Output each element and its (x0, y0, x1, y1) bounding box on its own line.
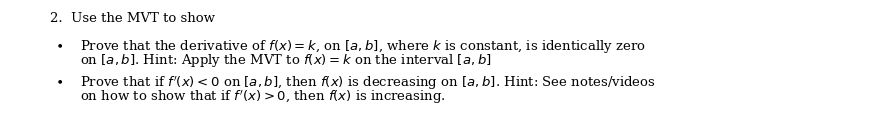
Text: Prove that if $f'(x) < 0$ on $[a, b]$, then $f(x)$ is decreasing on $[a, b]$. Hi: Prove that if $f'(x) < 0$ on $[a, b]$, t… (80, 74, 655, 92)
Text: 2.  Use the MVT to show: 2. Use the MVT to show (50, 12, 214, 25)
Text: on how to show that if $f'(x) > 0$, then $f(x)$ is increasing.: on how to show that if $f'(x) > 0$, then… (80, 88, 446, 106)
Text: $\bullet$: $\bullet$ (55, 38, 63, 51)
Text: Prove that the derivative of $f(x) = k$, on $[a, b]$, where $k$ is constant, is : Prove that the derivative of $f(x) = k$,… (80, 38, 645, 55)
Text: $\bullet$: $\bullet$ (55, 74, 63, 87)
Text: on $[a, b]$. Hint: Apply the MVT to $f(x) = k$ on the interval $[a, b]$: on $[a, b]$. Hint: Apply the MVT to $f(x… (80, 52, 491, 69)
